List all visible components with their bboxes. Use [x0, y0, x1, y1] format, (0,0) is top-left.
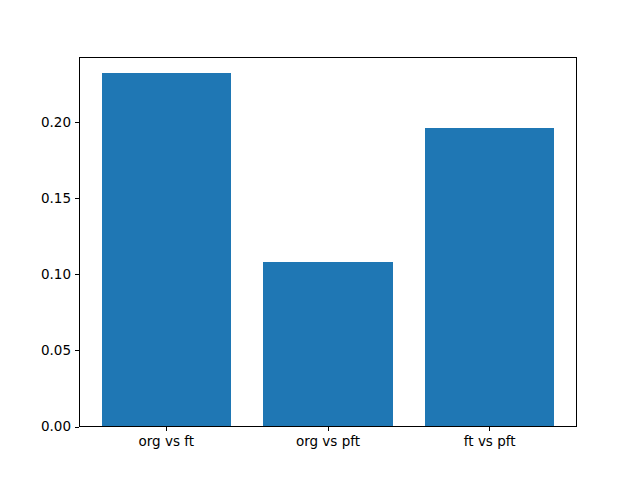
y-tick-mark	[75, 198, 79, 199]
y-tick-label: 0.00	[41, 420, 71, 434]
figure: 0.000.050.100.150.20org vs ftorg vs pftf…	[0, 0, 640, 480]
y-tick-label: 0.10	[41, 268, 71, 282]
bar-org-vs-pft	[263, 262, 392, 426]
y-tick-label: 0.20	[41, 116, 71, 130]
y-tick-label: 0.15	[41, 192, 71, 206]
x-tick-mark	[328, 427, 329, 431]
bar-org-vs-ft	[102, 73, 231, 426]
y-tick-mark	[75, 122, 79, 123]
bar-ft-vs-pft	[425, 128, 554, 426]
y-tick-mark	[75, 274, 79, 275]
x-tick-mark	[166, 427, 167, 431]
x-tick-label: ft vs pft	[390, 435, 590, 449]
y-tick-label: 0.05	[41, 344, 71, 358]
x-tick-mark	[489, 427, 490, 431]
y-tick-mark	[75, 350, 79, 351]
y-tick-mark	[75, 427, 79, 428]
plot-area	[79, 57, 577, 427]
